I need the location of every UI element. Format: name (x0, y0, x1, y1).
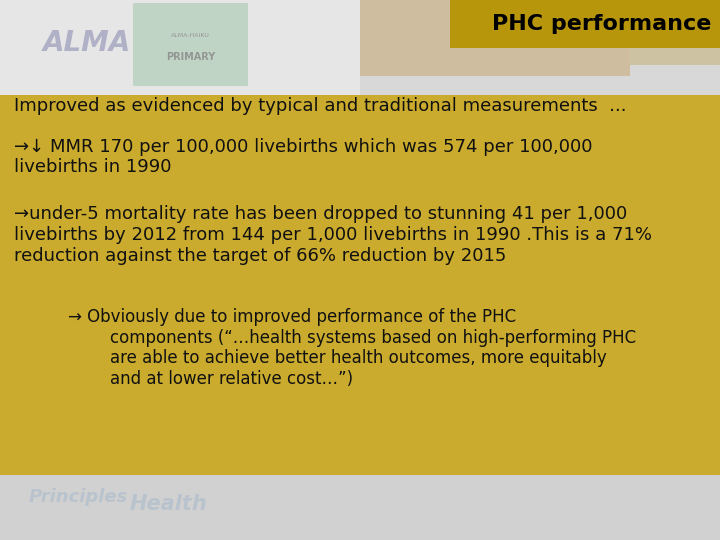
Bar (133, 3, 248, 86)
Bar (0, 94, 720, 475)
Bar (0, 0, 360, 94)
Bar (630, 0, 720, 65)
Text: Health: Health (130, 494, 207, 514)
Text: →under-5 mortality rate has been dropped to stunning 41 per 1,000
livebirths by : →under-5 mortality rate has been dropped… (14, 205, 652, 265)
Text: PRIMARY: PRIMARY (166, 52, 215, 62)
Text: ALMA-HAIKU: ALMA-HAIKU (171, 32, 210, 38)
Bar (360, 0, 630, 76)
Text: Improved as evidenced by typical and traditional measurements  ...: Improved as evidenced by typical and tra… (14, 97, 627, 115)
Text: → Obviously due to improved performance of the PHC
        components (“…health : → Obviously due to improved performance … (68, 308, 636, 388)
Bar (450, 0, 720, 48)
Text: ALMA: ALMA (43, 29, 132, 57)
Text: PHC performance: PHC performance (492, 14, 711, 34)
Bar (0, 475, 720, 540)
Text: Principles: Principles (29, 488, 128, 506)
Text: →↓ MMR 170 per 100,000 livebirths which was 574 per 100,000
livebirths in 1990: →↓ MMR 170 per 100,000 livebirths which … (14, 138, 593, 177)
